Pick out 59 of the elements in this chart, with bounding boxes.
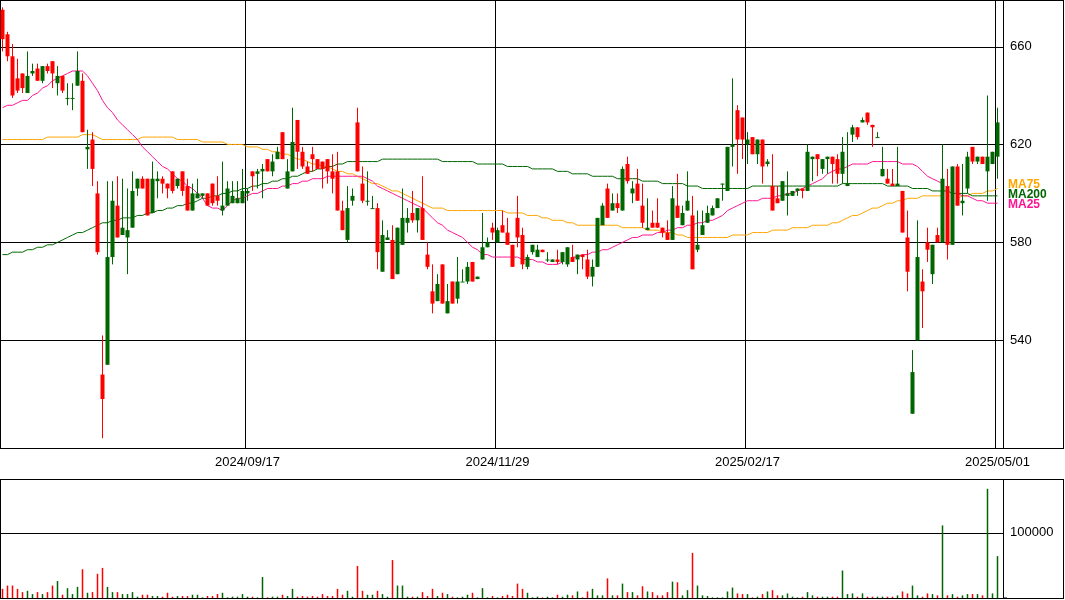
candlestick: [700, 210, 705, 236]
candlestick: [480, 212, 485, 260]
y-tick-label: 620: [1010, 135, 1032, 151]
y-tick-label: 100000: [1010, 524, 1054, 540]
candlestick: [590, 259, 595, 287]
x-tick-label: 2024/11/29: [465, 454, 530, 469]
y-tick-label: 540: [1010, 331, 1032, 347]
x-tick-label: 2025/02/17: [714, 454, 781, 469]
candlestick: [50, 60, 55, 89]
candlestick: [755, 139, 760, 165]
candlestick: [665, 219, 670, 241]
candlestick: [255, 168, 260, 189]
candlestick: [640, 183, 645, 229]
candlestick: [565, 246, 570, 268]
candlestick: [695, 210, 700, 253]
candlestick: [685, 170, 690, 212]
candlestick: [730, 77, 735, 167]
candlestick: [635, 168, 640, 202]
candlestick: [880, 146, 885, 177]
candlestick: [55, 65, 60, 96]
candlestick: [250, 170, 255, 192]
candlestick: [435, 273, 440, 302]
candlestick: [370, 195, 375, 210]
candlestick: [340, 200, 345, 231]
candlestick: [365, 170, 370, 207]
candlestick: [920, 268, 925, 329]
candlestick: [70, 82, 75, 111]
x-tick-label: 2024/09/17: [214, 454, 281, 469]
candlestick: [325, 158, 330, 185]
candlestick: [925, 227, 930, 263]
candlestick: [170, 170, 175, 194]
candlestick: [310, 146, 315, 172]
candlestick: [625, 156, 630, 185]
candlestick: [25, 50, 30, 94]
candlestick: [215, 175, 220, 207]
candlestick: [360, 165, 365, 204]
y-tick-label: 580: [1010, 233, 1032, 249]
candlestick: [430, 263, 435, 314]
candlestick: [300, 146, 305, 170]
candlestick: [585, 249, 590, 280]
candlestick: [75, 50, 80, 87]
candlestick: [655, 197, 660, 229]
candlestick: [220, 161, 225, 216]
candlestick: [20, 72, 25, 94]
candlestick: [415, 207, 420, 234]
candlestick: [500, 210, 505, 234]
candlestick: [465, 261, 470, 285]
candlestick: [815, 153, 820, 177]
candlestick: [445, 283, 450, 314]
candlestick: [675, 173, 680, 219]
candlestick: [410, 190, 415, 224]
y-tick-label: 660: [1010, 37, 1032, 53]
candlestick: [615, 192, 620, 214]
candlestick: [425, 241, 430, 270]
x-tick-label: 2025/05/01: [964, 454, 1031, 469]
candlestick: [270, 153, 275, 177]
candlestick: [505, 217, 510, 246]
candlestick: [835, 153, 840, 185]
candlestick: [875, 131, 880, 139]
